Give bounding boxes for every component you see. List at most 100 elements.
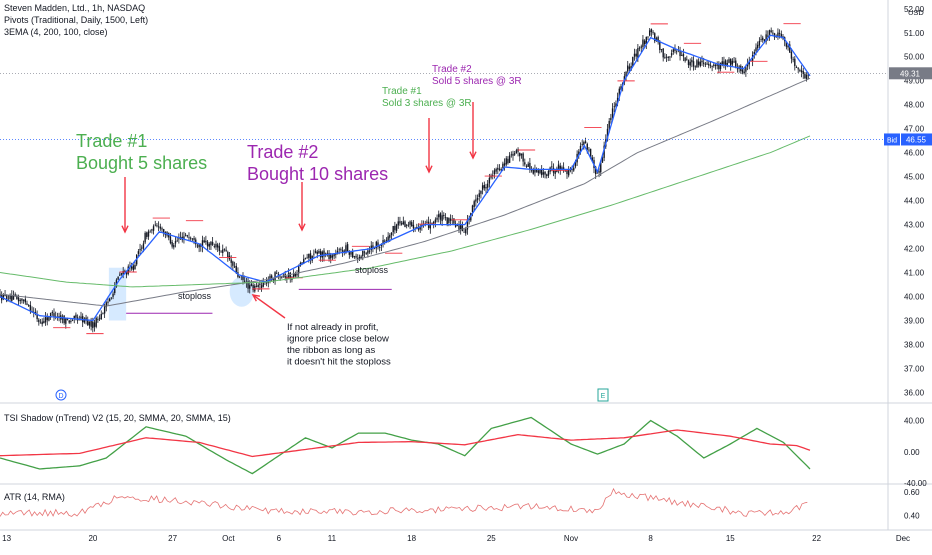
candle-body	[375, 241, 378, 249]
indicator-lines-layer	[0, 34, 811, 517]
candle-body	[444, 217, 447, 218]
candle-body	[640, 46, 642, 48]
symbol-title: Steven Madden, Ltd., 1h, NASDAQ	[4, 3, 146, 13]
candle-body	[657, 36, 659, 43]
candle-body	[125, 272, 128, 275]
ribbon-note-line: If not already in profit,	[287, 322, 378, 333]
candle-body	[429, 224, 432, 229]
candle-body	[335, 253, 337, 255]
candle-body	[368, 250, 371, 252]
candle-body	[149, 231, 151, 233]
candle-body	[222, 249, 224, 254]
candle-body	[557, 164, 560, 170]
candle-body	[603, 145, 605, 158]
ribbon-note-line: ignore price close below	[287, 334, 389, 345]
candle-body	[584, 141, 587, 144]
candle-body	[107, 301, 109, 303]
candle-body	[520, 153, 523, 156]
y-tick-label: 42.00	[904, 245, 925, 254]
y-tick-label: 46.00	[904, 149, 925, 158]
y-tick-label: 43.00	[904, 221, 925, 230]
candle-body	[439, 213, 442, 220]
candle-body	[405, 224, 408, 226]
candle-body	[613, 106, 615, 108]
candle-body	[195, 239, 197, 245]
candle-body	[242, 275, 244, 280]
candle-body	[250, 283, 253, 286]
candle-body	[95, 317, 97, 327]
candle-body	[659, 41, 661, 51]
candle-body	[117, 276, 119, 280]
candle-body	[17, 297, 20, 302]
candle-body	[137, 251, 140, 254]
candle-body	[206, 241, 209, 247]
candle-body	[485, 186, 487, 189]
candle-body	[600, 162, 602, 173]
x-tick-label: Dec	[896, 534, 910, 543]
candle-body	[297, 265, 300, 274]
candle-body	[189, 237, 192, 239]
candle-body	[141, 247, 143, 249]
candle-body	[103, 305, 106, 314]
candle-body	[708, 63, 710, 66]
y-tick-label: 36.00	[904, 388, 925, 397]
candle-body	[193, 238, 195, 240]
candle-body	[257, 284, 259, 287]
y-tick-label: 50.00	[904, 53, 925, 62]
ribbon-note-line: the ribbon as long as	[287, 345, 375, 356]
candle-body	[114, 286, 116, 294]
candle-body	[41, 321, 43, 325]
candle-body	[66, 318, 69, 320]
candle-body	[697, 61, 700, 65]
candle-body	[502, 163, 504, 168]
candle-body	[360, 256, 362, 259]
candle-body	[392, 226, 394, 233]
candle-body	[174, 241, 177, 244]
candle-body	[431, 222, 433, 224]
candle-body	[120, 273, 123, 275]
candle-body	[755, 47, 757, 52]
candle-body	[471, 205, 474, 213]
candle-body	[669, 56, 671, 58]
x-tick-label: 25	[487, 534, 496, 543]
candle-body	[331, 255, 334, 258]
candle-body	[704, 63, 707, 65]
candle-body	[792, 59, 794, 61]
candle-body	[546, 174, 548, 176]
candle-body	[702, 62, 705, 64]
candle-body	[724, 60, 727, 66]
candle-body	[571, 169, 573, 171]
candle-body	[419, 226, 421, 230]
candle-body	[108, 298, 111, 302]
candle-body	[417, 227, 420, 230]
candle-body	[260, 285, 263, 289]
candle-body	[642, 39, 644, 48]
candle-body	[498, 168, 501, 170]
earnings-marker	[597, 388, 609, 402]
candle-body	[276, 272, 278, 274]
earnings-marker-label: E	[601, 393, 606, 400]
x-tick-label: 8	[648, 534, 653, 543]
candle-body	[115, 279, 118, 287]
candle-body	[446, 217, 448, 225]
candle-body	[500, 169, 502, 171]
candle-body	[785, 41, 788, 47]
y-tick-label: 38.00	[904, 340, 925, 349]
candle-body	[87, 319, 89, 325]
candle-body	[157, 226, 160, 228]
candle-body	[635, 53, 637, 57]
candle-body	[252, 285, 254, 291]
candle-body	[270, 275, 273, 281]
candle-body	[726, 62, 729, 65]
dividend-marker-label: D	[58, 393, 63, 400]
candle-body	[71, 319, 74, 321]
entry-zone-highlight	[108, 267, 127, 321]
candle-body	[574, 161, 577, 167]
y-tick-label: 40.00	[904, 293, 925, 302]
candle-body	[296, 274, 298, 276]
candle-body	[36, 314, 38, 320]
candle-body	[343, 250, 345, 253]
candle-body	[551, 166, 553, 168]
candle-body	[564, 170, 567, 172]
candle-body	[404, 221, 406, 227]
